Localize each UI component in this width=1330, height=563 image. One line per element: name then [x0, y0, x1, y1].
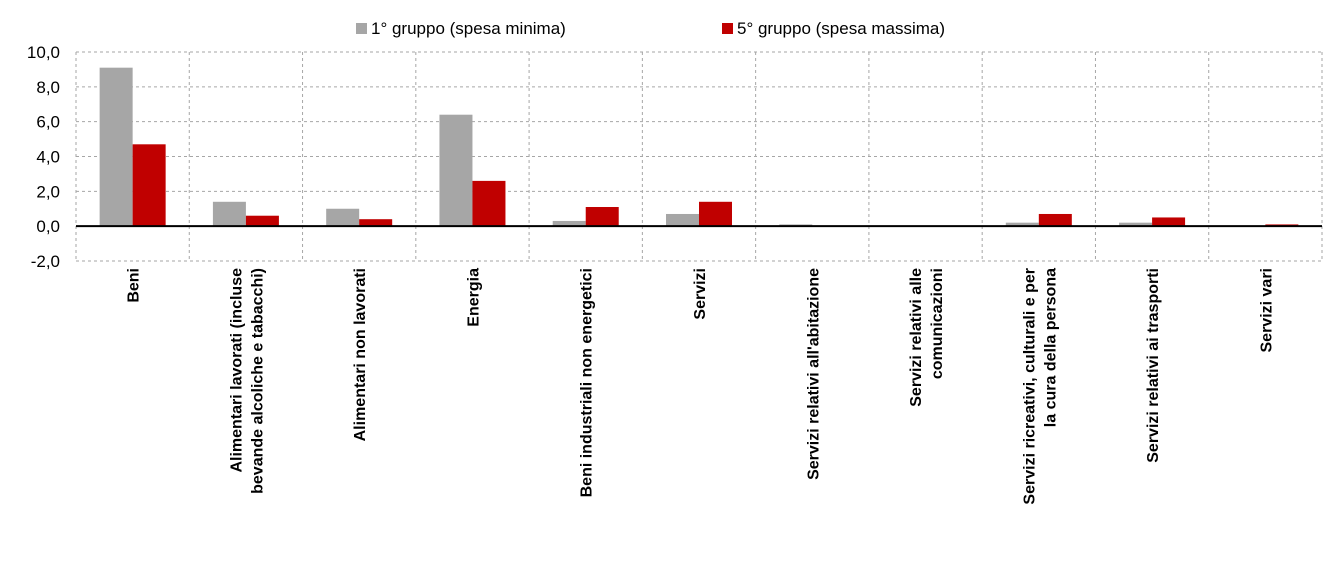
category-label: Servizi relativi ai trasporti — [1145, 268, 1162, 463]
bar-series-1 — [99, 67, 133, 227]
category-label-line: Servizi vari — [1258, 268, 1275, 353]
y-tick-label: 8,0 — [36, 78, 60, 97]
y-tick-label: 6,0 — [36, 113, 60, 132]
category-label: Alimentari lavorati (incluse bevande alco… — [228, 268, 266, 494]
category-label-line: bevande alcoliche e tabacchi) — [249, 268, 266, 494]
category-label: Servizi relativi alle comunicazioni — [908, 268, 946, 407]
bar-series-1 — [439, 114, 473, 227]
bar-series-1 — [1119, 222, 1153, 227]
category-label-line: Servizi ricreativi, culturali e per — [1021, 268, 1038, 505]
category-label-line: Servizi relativi alle — [908, 268, 925, 407]
bar-series-1 — [552, 220, 586, 227]
legend-label-2: 5° gruppo (spesa massima) — [737, 19, 945, 38]
category-label: Servizi vari — [1258, 268, 1275, 353]
bar-series-1 — [326, 208, 360, 227]
category-label-line: Servizi relativi ai trasporti — [1145, 268, 1162, 463]
chart-legend: 1° gruppo (spesa minima) 5° gruppo (spesa… — [356, 19, 945, 38]
category-label: Energia — [465, 268, 482, 327]
category-label-line: Beni industriali non energetici — [579, 268, 596, 497]
bar-series-2 — [585, 207, 619, 227]
y-tick-label: 2,0 — [36, 182, 60, 201]
y-axis-ticks: 10,0 8,0 6,0 4,0 2,0 0,0 -2,0 — [27, 43, 60, 271]
bar-series-2 — [699, 201, 732, 227]
category-label-line: Servizi relativi all'abitazione — [805, 268, 822, 480]
category-label-line: Beni — [126, 268, 143, 303]
y-tick-label: 4,0 — [36, 148, 60, 167]
bar-series-2 — [472, 180, 506, 227]
category-label: Beni — [126, 268, 143, 303]
legend-swatch-1 — [356, 23, 367, 34]
category-label: Alimentari non lavorati — [352, 268, 369, 441]
y-tick-label: 0,0 — [36, 217, 60, 236]
category-label-line: Energia — [465, 268, 482, 327]
bar-series-1 — [1005, 222, 1039, 227]
category-labels: Beni Alimentari lavorati (incluse bevande … — [126, 268, 1276, 505]
chart-bars — [99, 67, 1299, 227]
bar-series-1 — [666, 213, 699, 227]
category-label: Servizi — [692, 268, 709, 320]
bar-series-2 — [1038, 213, 1072, 227]
category-label: Servizi relativi all'abitazione — [805, 268, 822, 480]
category-label-line: comunicazioni — [929, 268, 946, 379]
bar-series-2 — [132, 144, 166, 227]
legend-swatch-2 — [722, 23, 733, 34]
category-label-line: la cura della persona — [1042, 268, 1059, 427]
bar-series-1 — [212, 201, 246, 227]
bar-series-2 — [245, 215, 279, 227]
category-label-line: Alimentari non lavorati — [352, 268, 369, 441]
category-label: Beni industriali non energetici — [579, 268, 596, 497]
bar-series-2 — [1152, 217, 1186, 227]
bar-series-2 — [359, 219, 393, 227]
category-label-line: Alimentari lavorati (incluse — [228, 268, 245, 473]
category-label-line: Servizi — [692, 268, 709, 320]
legend-label-1: 1° gruppo (spesa minima) — [371, 19, 566, 38]
chart-gridlines — [75, 51, 1323, 262]
category-label: Servizi ricreativi, culturali e per la cu… — [1021, 268, 1059, 505]
y-tick-label: 10,0 — [27, 43, 60, 62]
y-tick-label: -2,0 — [31, 252, 60, 271]
